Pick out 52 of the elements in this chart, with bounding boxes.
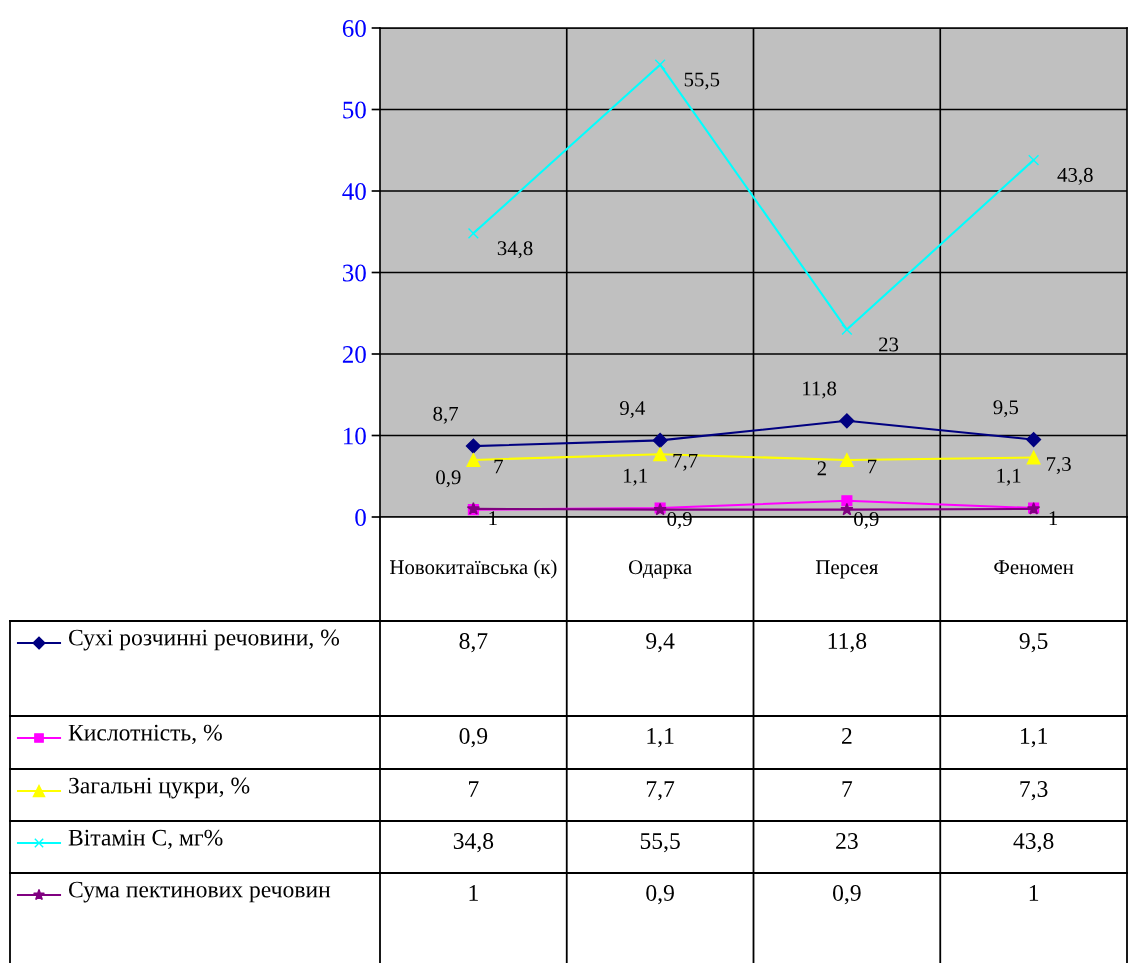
text: 7 [494,459,503,474]
x-tick-label: Феномен [994,560,1074,575]
text: 1,1 [623,468,647,486]
data-label: 7 [469,781,479,797]
data-label: 7 [842,781,853,797]
data-label: 9,5 [1019,633,1048,653]
data-label: 0,9 [833,884,861,905]
data-label: 34,8 [453,832,494,853]
text: 8,7 [433,406,459,424]
legend-label: Кислотність, % [68,724,222,745]
text: 23 [879,337,899,352]
y-tick-label: 60 [342,20,366,37]
text: 1,1 [997,468,1021,486]
x-tick-label: Персея [815,560,879,579]
data-label: 7,3 [1020,781,1048,801]
x-tick-label: Одарка [628,560,692,579]
legend-label: Сума пектинових речовин [68,881,331,903]
text: 7,3 [1046,457,1071,475]
text: 9,5 [993,400,1019,418]
data-label: 1 [469,885,478,901]
text: 55,5 [684,72,720,90]
y-tick-label: 20 [342,346,366,363]
data-label: 1 [1029,885,1039,901]
data-label: 1,1 [647,728,674,748]
data-label: 0,9 [459,727,488,748]
data-label: 0,9 [646,884,674,905]
data-label: 8,7 [459,632,488,653]
y-tick-label: 10 [344,427,366,445]
data-label: 2 [842,728,852,744]
text: 34,8 [497,241,533,259]
x-tick-label: Новокитаївська (к) [389,559,557,579]
text: 2 [817,461,826,476]
data-label: 11,8 [828,632,867,653]
y-tick-label: 50 [343,101,366,119]
text: 7,7 [673,453,698,471]
data-label: 23 [836,833,858,849]
data-label: 1,1 [1020,728,1047,748]
y-tick-label: 30 [343,264,366,282]
y-tick-label: 40 [342,183,366,200]
data-label: 9,4 [646,633,675,653]
text: 43,8 [1057,167,1093,185]
y-tick-label: 0 [355,509,366,526]
legend-label: Вітамін С, мг% [68,829,223,850]
data-label: 43,8 [1013,832,1054,853]
data-label: 7,7 [646,781,675,801]
text: 11,8 [803,381,837,399]
text: 0,9 [436,470,461,488]
legend-label: Сухі розчинні речовини, % [68,629,340,651]
text: 7 [868,459,877,474]
data-label: 55,5 [640,833,680,853]
legend-label: Загальні цукри, % [69,777,250,799]
text: 9,4 [620,401,646,419]
